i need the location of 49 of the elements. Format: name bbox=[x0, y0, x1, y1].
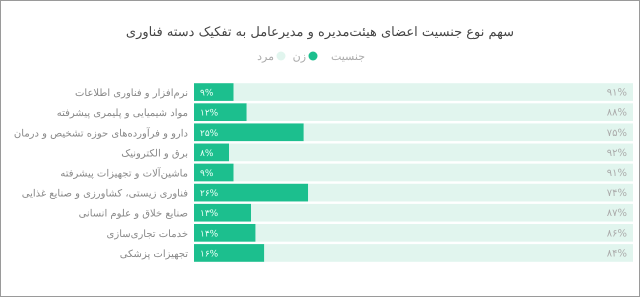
chart-title: سهم نوع جنسیت اعضای هیئت‌مدیره و مدیرعامل به تفکیک دسته فناوری bbox=[126, 25, 514, 40]
bar bbox=[194, 83, 234, 101]
y-tick-label: ماشین‌آلات و تجهیزات پیشرفته bbox=[60, 166, 188, 180]
bar bbox=[194, 144, 230, 162]
data-label: ۸۶% bbox=[606, 228, 627, 240]
bar bbox=[234, 83, 633, 101]
bar bbox=[194, 204, 252, 222]
data-label: ۱۴% bbox=[200, 229, 219, 240]
bar bbox=[264, 244, 633, 262]
bar bbox=[194, 244, 264, 262]
data-label: ۹% bbox=[200, 88, 214, 99]
y-tick-label: برق و الکترونیک bbox=[121, 148, 188, 160]
bar bbox=[255, 224, 633, 242]
data-label: ۸% bbox=[200, 148, 214, 159]
bar bbox=[304, 123, 633, 142]
data-label: ۹۲% bbox=[606, 148, 627, 159]
legend-label: زن bbox=[292, 50, 306, 63]
data-label: ۷۴% bbox=[606, 188, 627, 200]
bar bbox=[194, 184, 308, 202]
data-label: ۸۷% bbox=[606, 208, 627, 220]
data-label: ۹۱% bbox=[606, 168, 627, 179]
bar bbox=[234, 164, 633, 182]
y-tick-label: نرم‌افزار و فناوری اطلاعات bbox=[74, 88, 188, 100]
bar bbox=[194, 103, 247, 122]
bar bbox=[194, 164, 234, 182]
y-tick-label: صنایع خلاق و علوم انسانی bbox=[78, 208, 188, 220]
bar bbox=[229, 144, 633, 162]
y-tick-label: تجهیزات پزشکی bbox=[120, 248, 188, 260]
bar bbox=[194, 123, 304, 142]
data-label: ۱۶% bbox=[200, 249, 219, 260]
y-tick-label: دارو و فرآورده‌های حوزه تشخیص و درمان bbox=[14, 126, 188, 140]
bar bbox=[246, 103, 633, 122]
data-label: ۸۸% bbox=[606, 108, 627, 119]
y-tick-label: فناوری زیستی، کشاورزی و صنایع غذایی bbox=[22, 188, 188, 200]
bar bbox=[308, 184, 633, 202]
data-label: ۲۵% bbox=[200, 128, 219, 139]
data-label: ۲۶% bbox=[200, 189, 219, 200]
y-tick-label: خدمات تجاری‌سازی bbox=[106, 228, 188, 240]
legend-label: مرد bbox=[257, 50, 274, 63]
legend-title: جنسیت bbox=[330, 50, 365, 63]
data-label: ۹۱% bbox=[606, 88, 627, 99]
bar bbox=[194, 224, 256, 242]
data-label: ۱۳% bbox=[200, 209, 219, 220]
data-label: ۸۴% bbox=[606, 248, 627, 260]
data-label: ۱۲% bbox=[200, 108, 219, 119]
data-label: ۹% bbox=[200, 169, 214, 179]
data-label: ۷۵% bbox=[606, 128, 627, 139]
bar bbox=[251, 204, 633, 222]
y-tick-label: مواد شیمیایی و پلیمری پیشرفته bbox=[56, 108, 188, 120]
